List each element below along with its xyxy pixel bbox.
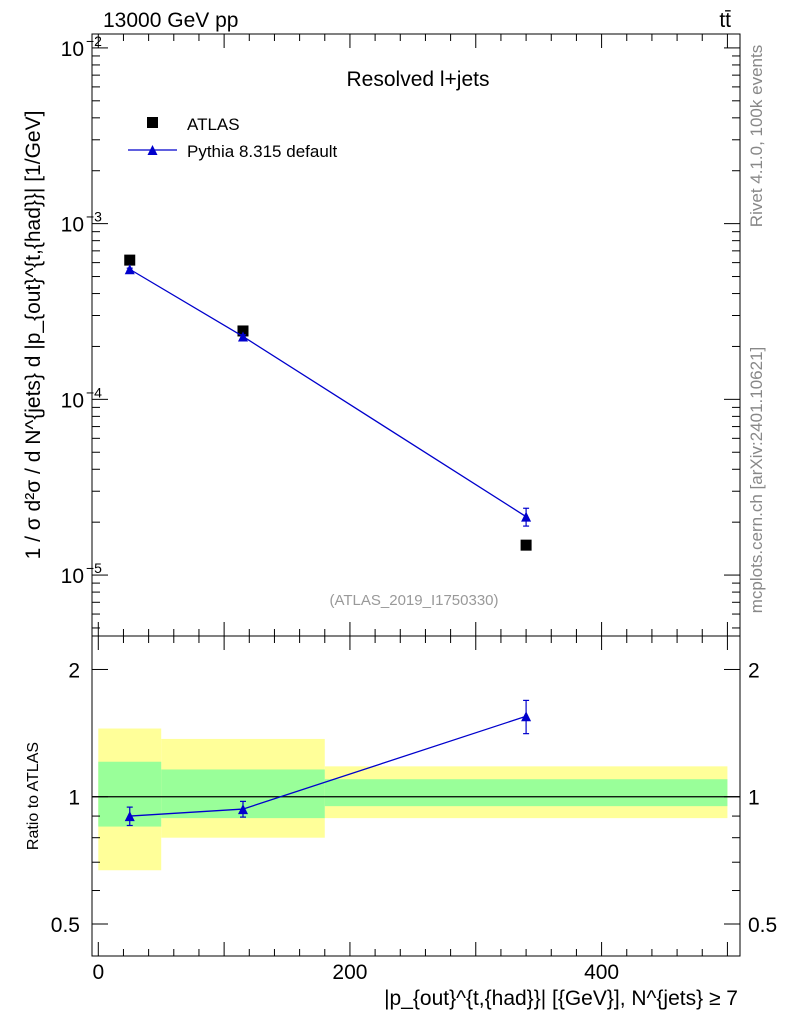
- atlas-point: [124, 254, 136, 266]
- ratio-pythia-point: [521, 711, 532, 722]
- main-y-tick-exponent: −2: [86, 33, 102, 49]
- main-y-tick-label: 10: [61, 38, 84, 61]
- main-y-tick-labels: 10−210−310−410−5: [61, 33, 103, 588]
- ratio-y-tick-label: 0.5: [51, 914, 80, 937]
- main-plot-panel: 10−210−310−410−5 Resolved l+jets (ATLAS_…: [22, 33, 741, 637]
- legend: ATLAS Pythia 8.315 default: [128, 115, 338, 161]
- legend-pythia-label: Pythia 8.315 default: [187, 142, 338, 161]
- pythia-point: [237, 331, 248, 342]
- ratio-tick-labels: 0.5 0.5 1 1 2 2 0 200 400: [51, 659, 777, 984]
- mcplots-reference-label: mcplots.cern.ch [arXiv:2401.10621]: [747, 347, 766, 613]
- ratio-series-layer: [124, 699, 532, 827]
- legend-atlas-marker: [147, 117, 158, 128]
- atlas-point: [520, 539, 532, 551]
- pythia-point: [124, 264, 135, 275]
- ratio-y-tick-label-right: 0.5: [748, 914, 777, 937]
- header-energy-label: 13000 GeV pp: [103, 9, 238, 32]
- main-y-tick-exponent: −4: [86, 384, 102, 400]
- x-tick-label: 0: [92, 961, 104, 984]
- ratio-pythia-point: [237, 804, 248, 815]
- legend-atlas-label: ATLAS: [187, 115, 240, 134]
- main-y-axis-label: 1 / σ d²σ / d N^{jets} d |p_{out}^{t,{ha…: [22, 111, 45, 560]
- x-axis-label: |p_{out}^{t,{had}}| [{GeV}], N^{jets} ≥ …: [384, 987, 738, 1010]
- ratio-pythia-point: [124, 811, 135, 822]
- ratio-y-tick-label-right: 2: [748, 659, 760, 682]
- x-tick-label: 200: [332, 961, 367, 984]
- pythia-point: [521, 511, 532, 522]
- ratio-y-tick-label-right: 1: [748, 787, 760, 810]
- header-process-label: tt̄: [719, 9, 731, 32]
- ratio-y-tick-label: 1: [68, 787, 80, 810]
- pythia-line: [129, 268, 527, 518]
- ratio-y-tick-label: 2: [68, 659, 80, 682]
- main-y-tick-label: 10: [61, 565, 84, 588]
- main-y-tick-exponent: −3: [86, 209, 102, 225]
- atlas-point: [237, 325, 249, 337]
- plot-title: Resolved l+jets: [347, 68, 490, 91]
- ratio-axis-ticks: [92, 636, 740, 956]
- ratio-plot-frame: [91, 635, 741, 957]
- ratio-y-axis-label: Ratio to ATLAS: [25, 742, 42, 850]
- analysis-id-label: (ATLAS_2019_I1750330): [329, 592, 498, 609]
- legend-pythia-marker: [147, 145, 158, 155]
- x-tick-label: 400: [584, 961, 619, 984]
- rivet-version-label: Rivet 4.1.0, 100k events: [747, 45, 766, 227]
- ratio-plot-panel: 0.5 0.5 1 1 2 2 0 200 400 Ratio to ATLAS |p_{out…: [25, 635, 777, 1010]
- main-y-tick-exponent: −5: [86, 560, 102, 576]
- main-axis-ticks: [92, 34, 740, 636]
- ratio-uncertainty-bands: [98, 728, 728, 871]
- main-y-tick-label: 10: [61, 389, 84, 412]
- main-y-tick-label: 10: [61, 214, 84, 237]
- main-series-layer: [124, 254, 532, 551]
- green-uncertainty-band: [324, 779, 728, 807]
